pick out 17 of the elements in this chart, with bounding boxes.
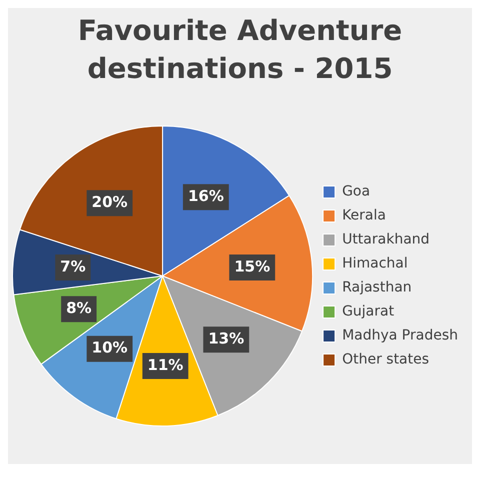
data-label: 15% (234, 257, 270, 276)
data-label: 13% (208, 330, 244, 348)
legend-label: Other states (342, 352, 430, 368)
legend-label: Goa (342, 184, 370, 200)
chart-title: Favourite Adventure destinations - 2015 (76, 13, 404, 87)
legend-label: Gujarat (342, 304, 395, 320)
legend-label: Uttarakhand (342, 232, 430, 248)
data-label: 16% (188, 187, 224, 206)
data-label: 20% (92, 193, 128, 212)
data-label: 8% (66, 299, 92, 318)
legend-label: Kerala (342, 208, 386, 224)
data-label: 11% (147, 356, 184, 374)
data-label: 7% (60, 257, 86, 276)
data-label: 10% (92, 338, 128, 357)
legend-label: Rajasthan (342, 280, 412, 296)
legend-label: Himachal (342, 256, 408, 272)
legend-label: Madhya Pradesh (342, 328, 458, 344)
